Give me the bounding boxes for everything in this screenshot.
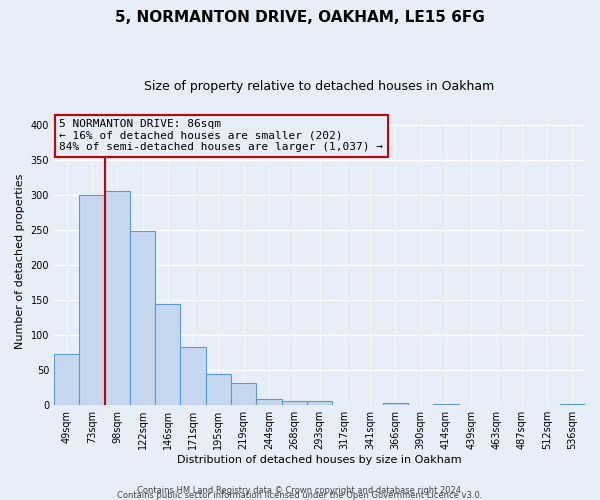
Bar: [307, 401, 332, 405]
Bar: [383, 403, 408, 405]
Text: 5 NORMANTON DRIVE: 86sqm
← 16% of detached houses are smaller (202)
84% of semi-: 5 NORMANTON DRIVE: 86sqm ← 16% of detach…: [59, 119, 383, 152]
Bar: [433, 404, 458, 405]
Bar: [104, 192, 130, 405]
Bar: [256, 399, 281, 405]
Bar: [560, 404, 585, 405]
Bar: [54, 354, 79, 405]
Title: Size of property relative to detached houses in Oakham: Size of property relative to detached ho…: [145, 80, 494, 93]
X-axis label: Distribution of detached houses by size in Oakham: Distribution of detached houses by size …: [177, 455, 462, 465]
Bar: [181, 347, 206, 405]
Text: 5, NORMANTON DRIVE, OAKHAM, LE15 6FG: 5, NORMANTON DRIVE, OAKHAM, LE15 6FG: [115, 10, 485, 25]
Bar: [231, 383, 256, 405]
Bar: [332, 404, 358, 405]
Text: Contains HM Land Registry data © Crown copyright and database right 2024.: Contains HM Land Registry data © Crown c…: [137, 486, 463, 495]
Y-axis label: Number of detached properties: Number of detached properties: [15, 174, 25, 349]
Bar: [79, 195, 104, 405]
Bar: [281, 401, 307, 405]
Bar: [130, 232, 155, 405]
Text: Contains public sector information licensed under the Open Government Licence v3: Contains public sector information licen…: [118, 491, 482, 500]
Bar: [206, 374, 231, 405]
Bar: [155, 304, 181, 405]
